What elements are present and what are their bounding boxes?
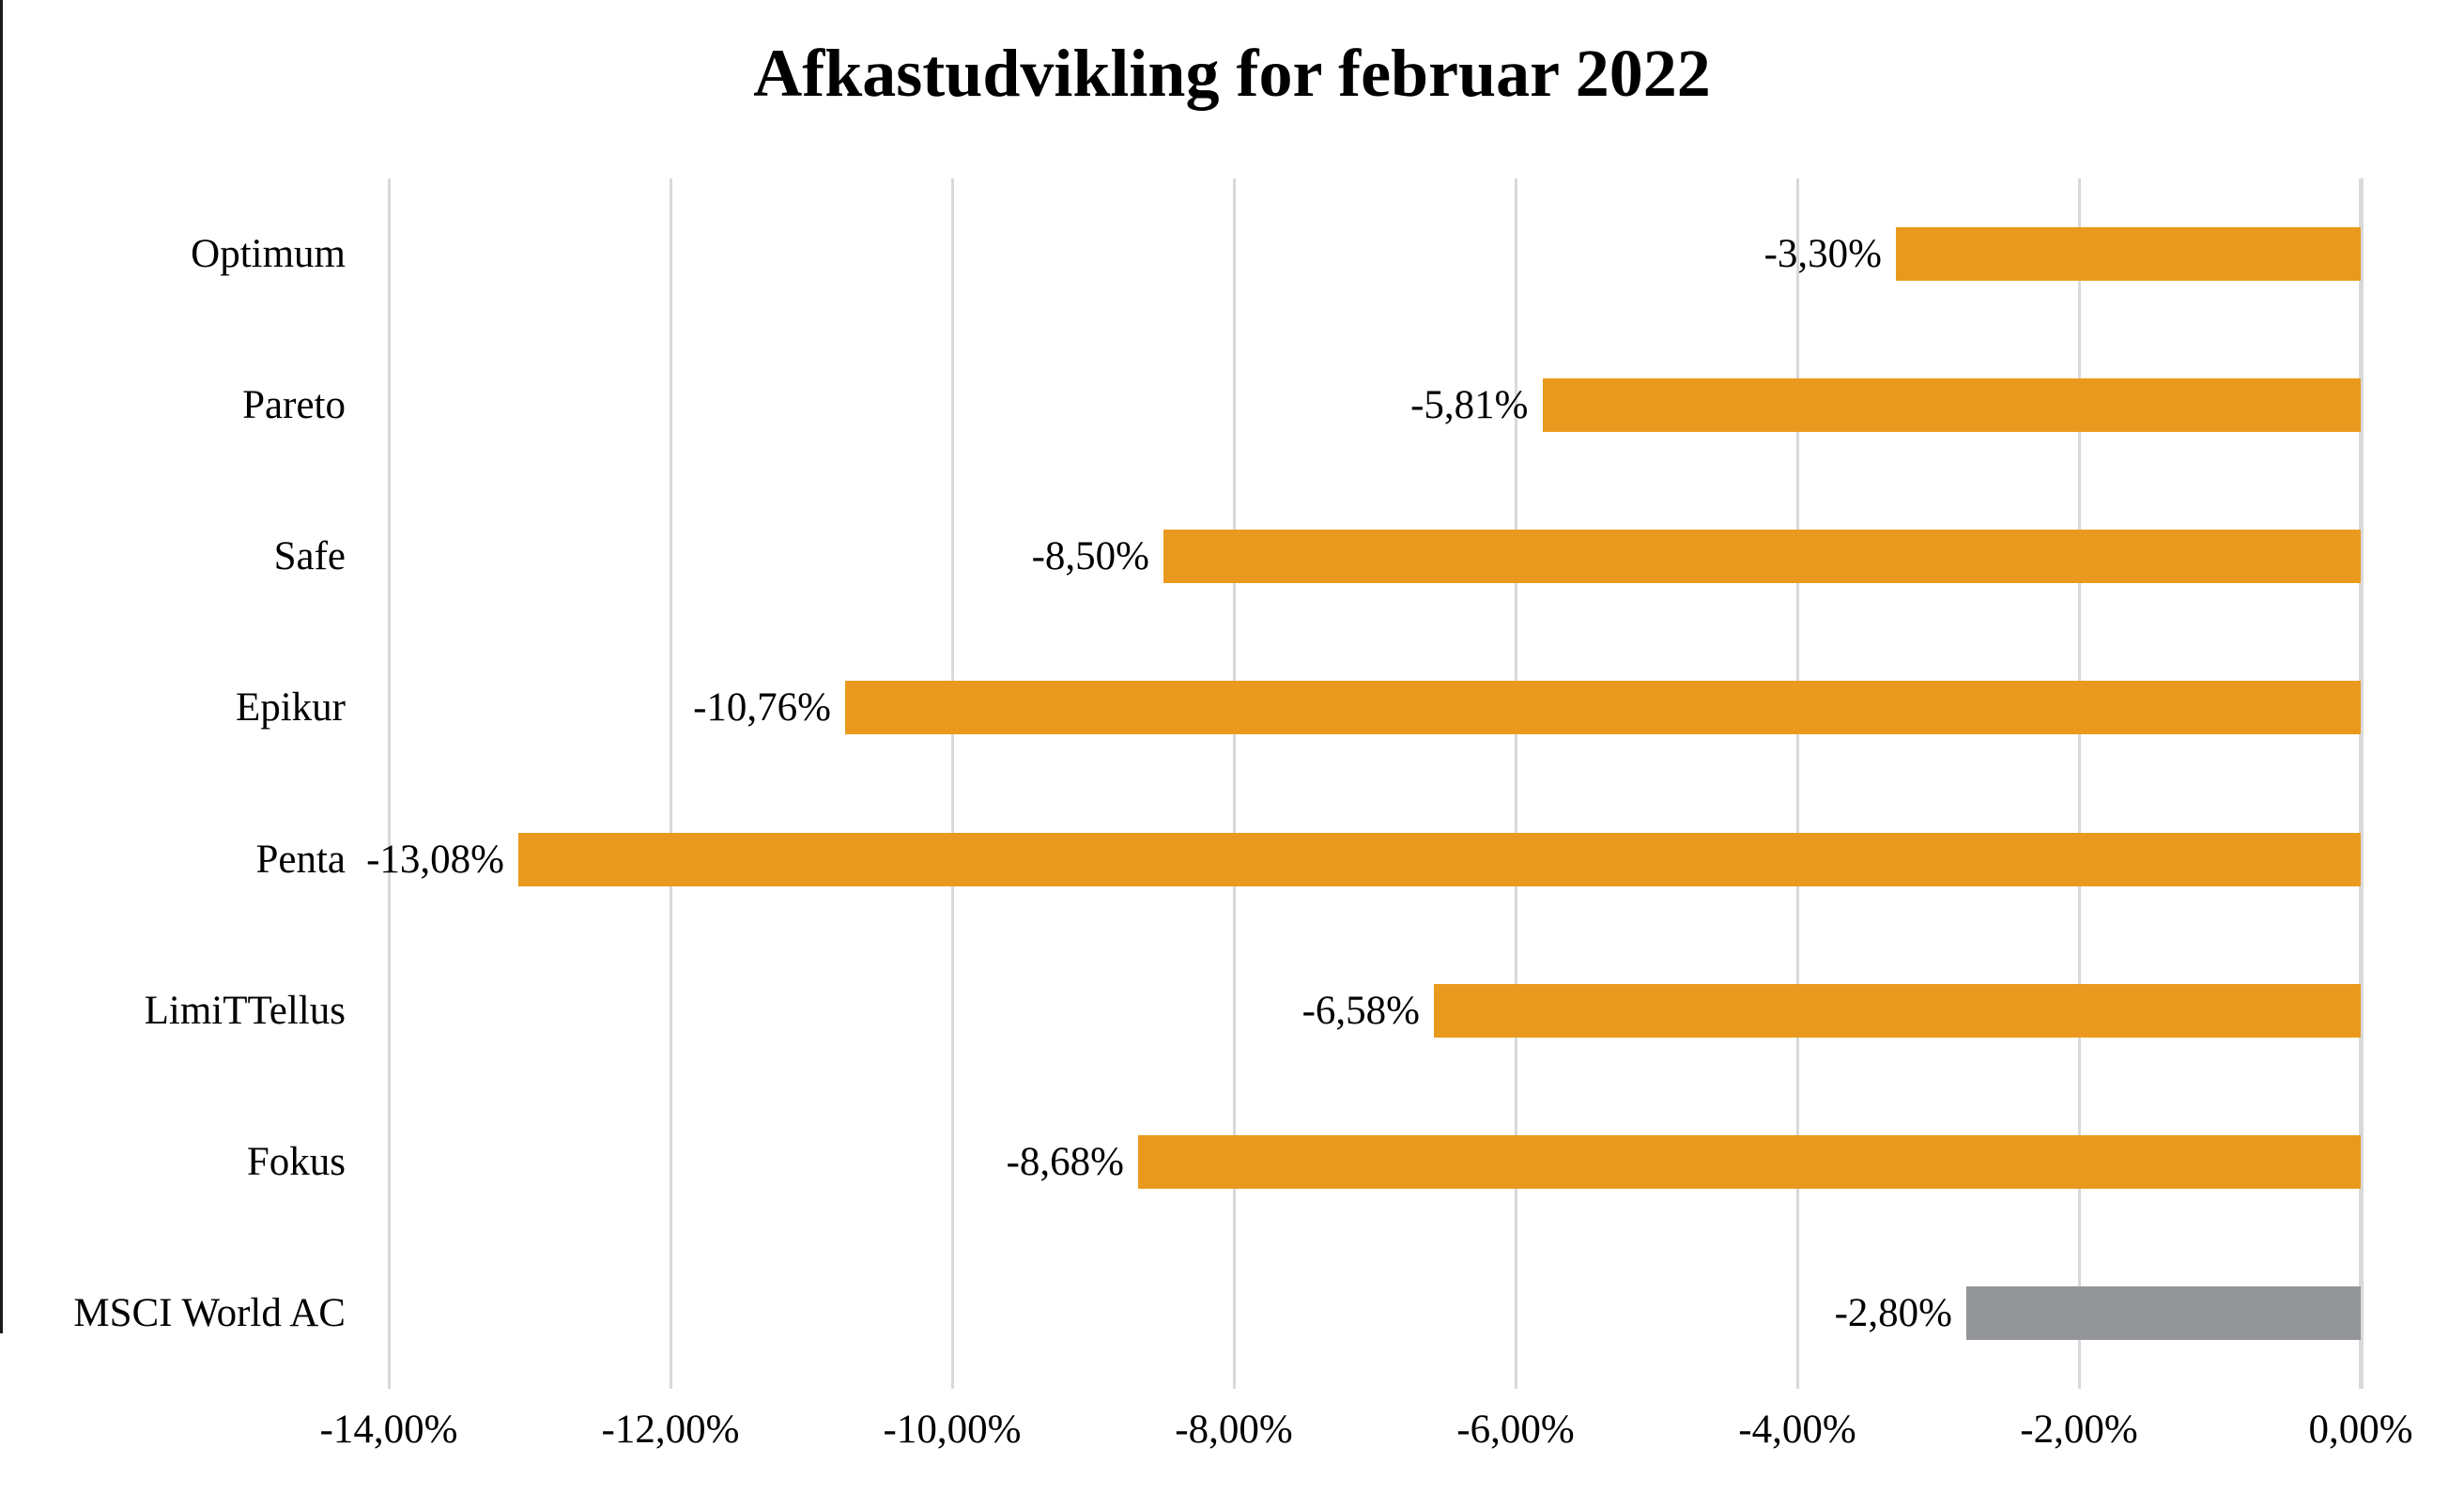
chart-row: LimiTTellus -6,58% (145, 935, 2361, 1086)
x-axis-tick-label: -10,00% (883, 1408, 1022, 1452)
category-label-safe: Safe (273, 534, 346, 579)
x-axis-tick-label: -14,00% (319, 1408, 458, 1452)
chart-row: Epikur -10,76% (236, 632, 2361, 783)
category-label-limittellus: LimiTTellus (144, 988, 346, 1033)
value-label-msci-world-ac: -2,80% (1834, 1290, 1952, 1335)
bar-epikur (845, 681, 2361, 735)
x-axis-tick-label: -12,00% (601, 1408, 740, 1452)
gridline (950, 178, 954, 1389)
gridline (669, 178, 672, 1389)
gridline (2077, 178, 2081, 1389)
gridline (387, 178, 391, 1389)
value-label-optimum: -3,30% (1763, 232, 1882, 277)
bar-penta (518, 832, 2361, 886)
value-label-penta: -13,08% (366, 837, 504, 882)
category-label-fokus: Fokus (246, 1139, 346, 1184)
value-label-safe: -8,50% (1031, 534, 1149, 579)
category-label-pareto: Pareto (242, 383, 346, 428)
chart-row: Safe -8,50% (274, 481, 2361, 632)
x-axis-tick-label: -8,00% (1175, 1408, 1293, 1452)
x-axis-tick-label: -4,00% (1738, 1408, 1856, 1452)
gridline (1232, 178, 1236, 1389)
gridline (1514, 178, 1517, 1389)
x-axis-tick-label: 0,00% (2308, 1408, 2413, 1452)
chart-row: MSCI World AC -2,80% (73, 1238, 2361, 1389)
value-label-pareto: -5,81% (1410, 383, 1529, 428)
bar-pareto (1542, 378, 2361, 433)
value-label-epikur: -10,76% (693, 685, 831, 731)
gridline (1795, 178, 1799, 1389)
x-axis-tick-label: -2,00% (2020, 1408, 2138, 1452)
chart-row: Penta -13,08% (255, 784, 2361, 935)
category-label-msci-world-ac: MSCI World AC (73, 1290, 346, 1335)
chart-row: Pareto -5,81% (242, 330, 2361, 481)
bar-limittellus (1434, 983, 2361, 1038)
zero-axis-line (2358, 178, 2364, 1389)
category-label-optimum: Optimum (191, 232, 346, 277)
bar-msci-world-ac (1966, 1285, 2361, 1340)
x-axis-tick-label: -6,00% (1456, 1408, 1575, 1452)
chart-title: Afkastudvikling for februar 2022 (753, 36, 1711, 111)
category-label-epikur: Epikur (235, 685, 346, 731)
value-label-fokus: -8,68% (1006, 1139, 1124, 1184)
value-label-limittellus: -6,58% (1301, 988, 1420, 1033)
left-border (0, 0, 3, 1333)
bar-optimum (1896, 227, 2361, 282)
bar-fokus (1138, 1134, 2361, 1189)
chart-row: Fokus -8,68% (247, 1086, 2361, 1238)
category-label-penta: Penta (255, 837, 346, 882)
bar-safe (1163, 530, 2361, 584)
chart-row: Optimum -3,30% (191, 178, 2361, 330)
plot-area: Optimum -3,30% Pareto -5,81% Safe -8,50% Epiku… (73, 178, 2364, 1389)
